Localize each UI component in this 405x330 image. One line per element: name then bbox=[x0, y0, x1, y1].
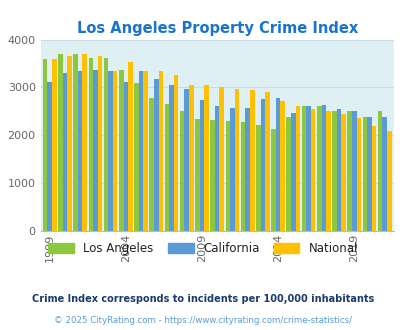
Bar bbox=[341, 114, 345, 231]
Bar bbox=[184, 89, 189, 231]
Bar bbox=[271, 129, 275, 231]
Bar bbox=[214, 106, 219, 231]
Bar bbox=[195, 118, 199, 231]
Bar bbox=[88, 58, 93, 231]
Bar bbox=[347, 111, 351, 231]
Bar bbox=[169, 84, 173, 231]
Bar bbox=[108, 71, 113, 231]
Bar bbox=[382, 117, 386, 231]
Bar bbox=[264, 92, 269, 231]
Bar bbox=[189, 85, 193, 231]
Bar bbox=[290, 113, 295, 231]
Text: Crime Index corresponds to incidents per 100,000 inhabitants: Crime Index corresponds to incidents per… bbox=[32, 294, 373, 304]
Bar bbox=[204, 85, 208, 231]
Bar bbox=[260, 99, 264, 231]
Bar bbox=[153, 79, 158, 231]
Bar bbox=[113, 71, 117, 231]
Bar bbox=[356, 118, 360, 231]
Bar bbox=[98, 56, 102, 231]
Bar bbox=[93, 70, 98, 231]
Bar bbox=[82, 54, 87, 231]
Bar bbox=[366, 116, 371, 231]
Bar bbox=[295, 106, 299, 231]
Bar bbox=[316, 106, 321, 231]
Bar bbox=[47, 82, 52, 231]
Bar bbox=[164, 104, 169, 231]
Bar bbox=[119, 70, 123, 231]
Bar bbox=[199, 100, 204, 231]
Bar bbox=[256, 125, 260, 231]
Bar bbox=[43, 59, 47, 231]
Bar bbox=[286, 117, 290, 231]
Bar bbox=[377, 111, 382, 231]
Bar bbox=[305, 106, 310, 231]
Bar bbox=[234, 89, 239, 231]
Bar bbox=[351, 111, 356, 231]
Bar bbox=[62, 73, 67, 231]
Bar bbox=[386, 130, 390, 231]
Bar bbox=[143, 71, 147, 231]
Bar bbox=[128, 62, 132, 231]
Bar bbox=[331, 111, 336, 231]
Bar bbox=[362, 116, 366, 231]
Bar bbox=[336, 109, 341, 231]
Bar bbox=[301, 106, 305, 231]
Bar bbox=[67, 56, 72, 231]
Bar bbox=[210, 120, 214, 231]
Bar bbox=[58, 54, 62, 231]
Bar bbox=[275, 98, 280, 231]
Bar bbox=[73, 54, 78, 231]
Bar bbox=[134, 83, 139, 231]
Text: © 2025 CityRating.com - https://www.cityrating.com/crime-statistics/: © 2025 CityRating.com - https://www.city… bbox=[54, 316, 351, 325]
Legend: Los Angeles, California, National: Los Angeles, California, National bbox=[43, 237, 362, 260]
Bar bbox=[325, 112, 330, 231]
Bar bbox=[139, 71, 143, 231]
Bar bbox=[179, 111, 184, 231]
Bar bbox=[371, 126, 375, 231]
Bar bbox=[249, 90, 254, 231]
Bar bbox=[158, 71, 163, 231]
Bar bbox=[52, 59, 56, 231]
Bar bbox=[104, 58, 108, 231]
Bar bbox=[321, 105, 325, 231]
Bar bbox=[245, 108, 249, 231]
Bar bbox=[123, 82, 128, 231]
Bar bbox=[219, 87, 224, 231]
Bar bbox=[149, 98, 153, 231]
Bar bbox=[225, 121, 230, 231]
Bar bbox=[230, 108, 234, 231]
Bar bbox=[173, 76, 178, 231]
Bar bbox=[280, 101, 284, 231]
Bar bbox=[240, 122, 245, 231]
Bar bbox=[78, 71, 82, 231]
Title: Los Angeles Property Crime Index: Los Angeles Property Crime Index bbox=[77, 21, 357, 36]
Bar bbox=[310, 109, 315, 231]
